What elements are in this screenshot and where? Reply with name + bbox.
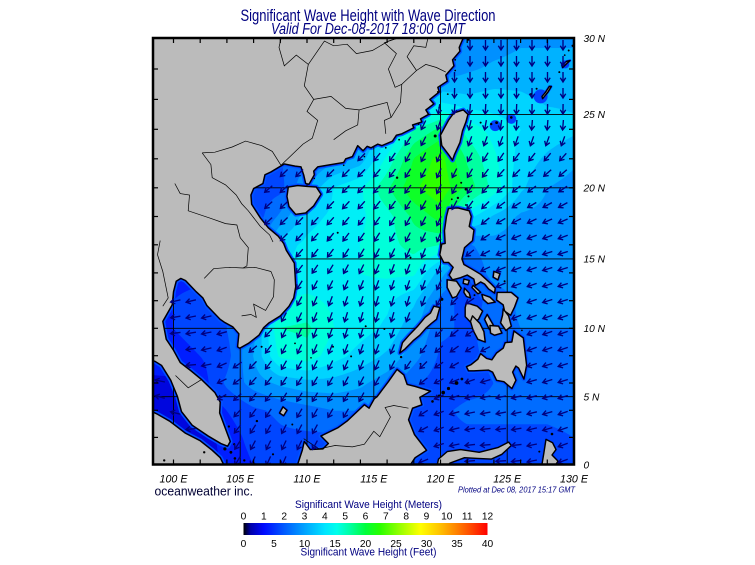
svg-text:125 E: 125 E xyxy=(493,474,522,486)
svg-text:30: 30 xyxy=(421,539,433,550)
svg-text:35: 35 xyxy=(451,539,463,550)
svg-text:120 E: 120 E xyxy=(427,474,456,486)
svg-text:Significant Wave Height (Meter: Significant Wave Height (Meters) xyxy=(295,499,442,511)
svg-text:105 E: 105 E xyxy=(226,474,255,486)
svg-text:0: 0 xyxy=(584,460,590,471)
svg-text:5 N: 5 N xyxy=(584,393,600,404)
svg-text:2: 2 xyxy=(281,512,287,523)
svg-text:4: 4 xyxy=(322,512,328,523)
svg-text:7: 7 xyxy=(383,512,389,523)
svg-text:3: 3 xyxy=(302,512,308,523)
svg-text:25: 25 xyxy=(390,539,402,550)
svg-text:25 N: 25 N xyxy=(583,110,606,121)
svg-text:1: 1 xyxy=(261,512,267,523)
svg-text:Plotted at Dec 08, 2017 15:17: Plotted at Dec 08, 2017 15:17 GMT xyxy=(458,484,576,494)
svg-text:Valid For Dec-08-2017 18:00 GM: Valid For Dec-08-2017 18:00 GMT xyxy=(271,21,466,38)
svg-text:115 E: 115 E xyxy=(360,474,388,486)
svg-text:0: 0 xyxy=(241,539,247,550)
svg-text:40: 40 xyxy=(482,539,494,550)
svg-text:100 E: 100 E xyxy=(160,474,189,486)
svg-text:12: 12 xyxy=(482,512,494,523)
svg-text:110 E: 110 E xyxy=(293,474,321,486)
svg-text:Significant Wave Height with W: Significant Wave Height with Wave Direct… xyxy=(241,6,496,25)
svg-text:20 N: 20 N xyxy=(583,184,606,195)
svg-text:Significant Wave Height (Feet): Significant Wave Height (Feet) xyxy=(301,546,437,558)
svg-text:0: 0 xyxy=(241,512,247,523)
svg-text:oceanweather inc.: oceanweather inc. xyxy=(155,484,254,499)
svg-text:5: 5 xyxy=(271,539,277,550)
svg-text:130 E: 130 E xyxy=(560,474,589,486)
svg-text:10 N: 10 N xyxy=(584,324,606,335)
svg-text:10: 10 xyxy=(299,539,311,550)
svg-text:30 N: 30 N xyxy=(584,34,606,45)
svg-text:15 N: 15 N xyxy=(584,255,606,266)
svg-text:10: 10 xyxy=(441,512,453,523)
svg-text:9: 9 xyxy=(424,512,430,523)
svg-text:11: 11 xyxy=(462,512,473,523)
svg-text:8: 8 xyxy=(403,512,409,523)
svg-text:5: 5 xyxy=(342,512,348,523)
svg-text:20: 20 xyxy=(360,539,372,550)
svg-text:6: 6 xyxy=(363,512,369,523)
svg-text:15: 15 xyxy=(329,539,341,550)
